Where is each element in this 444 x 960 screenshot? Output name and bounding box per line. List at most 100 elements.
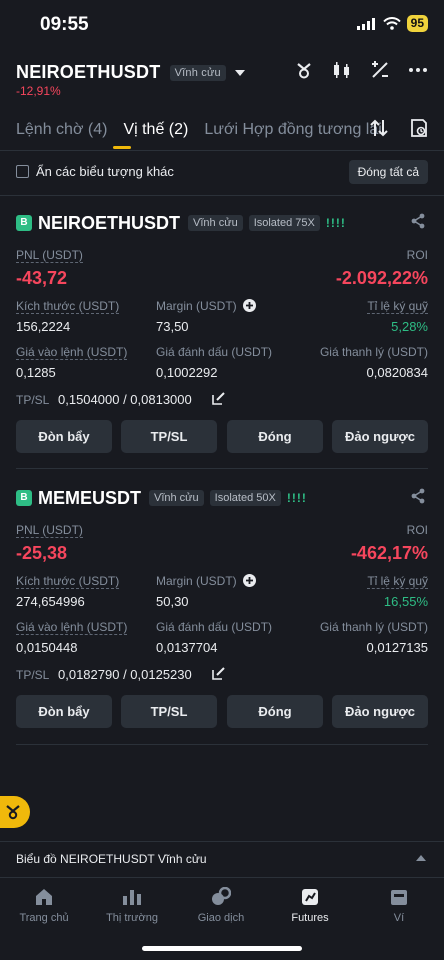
- card-divider: [16, 468, 428, 469]
- adl-indicator: !!!!: [286, 491, 307, 505]
- tpsl-button[interactable]: TP/SL: [121, 695, 217, 728]
- nav-trade-label: Giao dịch: [197, 912, 245, 924]
- add-margin-icon[interactable]: [243, 574, 257, 587]
- mark-price-label: Giá đánh dấu (USDT): [156, 620, 273, 634]
- toolbar-divider: [0, 195, 444, 196]
- caret-up-icon[interactable]: [416, 855, 426, 862]
- mark-price-value: 0,0137704: [156, 640, 218, 655]
- roi-label: ROI: [406, 523, 428, 537]
- margin-mode-badge: Isolated 75X: [248, 215, 320, 231]
- floating-bot-button[interactable]: [0, 796, 30, 828]
- nav-markets[interactable]: Thị trường: [92, 886, 172, 924]
- size-label: Kích thước (USDT): [16, 299, 120, 314]
- contract-tag: Vĩnh cửu: [188, 215, 243, 231]
- nav-wallet[interactable]: Ví: [359, 886, 439, 924]
- wallet-icon: [391, 890, 407, 905]
- trade-icon: [212, 887, 231, 905]
- add-margin-icon[interactable]: [243, 299, 257, 312]
- pnl-value: -43,72: [16, 268, 68, 288]
- position-symbol[interactable]: NEIROETHUSDT: [38, 212, 181, 233]
- header-actions: [294, 60, 428, 80]
- tpsl-label: TP/SL: [16, 393, 50, 407]
- tpsl-button[interactable]: TP/SL: [121, 420, 217, 453]
- margin-mode-badge: Isolated 50X: [209, 490, 281, 506]
- share-icon[interactable]: [410, 488, 426, 504]
- margin-ratio-label: Tỉ lệ ký quỹ: [367, 574, 428, 589]
- active-tab-indicator: [113, 146, 131, 149]
- caret-down-icon: [235, 70, 246, 76]
- chart-bar-divider: [0, 841, 444, 842]
- position-header: B NEIROETHUSDT Vĩnh cửu Isolated 75X !!!…: [16, 211, 428, 235]
- tab-actions: [370, 118, 428, 138]
- tab-positions[interactable]: Vị thế (2): [123, 121, 189, 138]
- share-icon[interactable]: [410, 213, 426, 229]
- home-indicator: [142, 946, 302, 951]
- tab-open-orders[interactable]: Lệnh chờ (4): [16, 121, 108, 138]
- signal-icon: [356, 17, 375, 30]
- hide-other-symbols-toggle[interactable]: Ẩn các biểu tượng khác: [16, 164, 174, 179]
- close-all-button[interactable]: Đóng tất cả: [348, 160, 428, 184]
- edit-icon[interactable]: [212, 392, 225, 405]
- margin-ratio-value: 16,55%: [383, 594, 428, 609]
- margin-label: Margin (USDT): [156, 299, 257, 313]
- hide-checkbox[interactable]: [16, 165, 29, 178]
- percent-calculator-icon[interactable]: [370, 60, 390, 80]
- nav-markets-label: Thị trường: [106, 912, 158, 924]
- bot-icon[interactable]: [294, 60, 314, 80]
- tpsl-value: 0,0182790 / 0,0125230: [58, 667, 192, 682]
- tpsl-value: 0,1504000 / 0,0813000: [58, 392, 192, 407]
- history-icon[interactable]: [410, 118, 428, 138]
- tab-futures-grid[interactable]: Lưới Hợp đồng tương lai: [204, 121, 382, 138]
- liq-price-value: 0,0820834: [366, 365, 428, 380]
- margin-ratio-label: Tỉ lệ ký quỹ: [367, 299, 428, 314]
- position-card: B NEIROETHUSDT Vĩnh cửu Isolated 75X !!!…: [16, 211, 428, 461]
- liq-price-value: 0,0127135: [366, 640, 428, 655]
- nav-futures[interactable]: Futures: [270, 886, 350, 924]
- reverse-button[interactable]: Đảo ngược: [332, 420, 428, 453]
- nav-trade[interactable]: Giao dịch: [181, 886, 261, 924]
- nav-home[interactable]: Trang chủ: [4, 886, 84, 924]
- position-card: B MEMEUSDT Vĩnh cửu Isolated 50X !!!! PN…: [16, 486, 428, 736]
- close-position-button[interactable]: Đóng: [227, 420, 323, 453]
- symbol-title: NEIROETHUSDT: [16, 62, 161, 82]
- markets-icon: [123, 890, 141, 905]
- position-tabs: Lệnh chờ (4) Vị thế (2) Lưới Hợp đồng tư…: [16, 121, 382, 139]
- symbol-selector[interactable]: NEIROETHUSDT Vĩnh cửu: [16, 62, 246, 83]
- liq-price-label: Giá thanh lý (USDT): [319, 620, 428, 634]
- adl-indicator: !!!!: [325, 216, 346, 230]
- margin-ratio-value: 5,28%: [391, 319, 428, 334]
- entry-price-value: 0,1285: [16, 365, 56, 380]
- size-value: 274,654996: [16, 594, 85, 609]
- entry-price-value: 0,0150448: [16, 640, 78, 655]
- margin-value: 50,30: [156, 594, 189, 609]
- reverse-button[interactable]: Đảo ngược: [332, 695, 428, 728]
- futures-icon: [302, 889, 318, 905]
- pnl-label: PNL (USDT): [16, 248, 83, 263]
- candlestick-chart-icon[interactable]: [332, 60, 352, 80]
- nav-home-label: Trang chủ: [19, 912, 69, 924]
- entry-price-label: Giá vào lệnh (USDT): [16, 620, 128, 635]
- pnl-label: PNL (USDT): [16, 523, 83, 538]
- more-icon[interactable]: [408, 60, 428, 80]
- size-label: Kích thước (USDT): [16, 574, 120, 589]
- sort-icon[interactable]: [370, 118, 388, 138]
- liq-price-label: Giá thanh lý (USDT): [319, 345, 428, 359]
- roi-value: -2.092,22%: [335, 268, 428, 288]
- leverage-button[interactable]: Đòn bẩy: [16, 695, 112, 728]
- pnl-value: -25,38: [16, 543, 68, 563]
- mark-price-label: Giá đánh dấu (USDT): [156, 345, 273, 359]
- position-symbol[interactable]: MEMEUSDT: [38, 487, 141, 508]
- battery-indicator: 95: [406, 15, 428, 32]
- side-badge: B: [16, 215, 32, 231]
- margin-label: Margin (USDT): [156, 574, 257, 588]
- close-position-button[interactable]: Đóng: [227, 695, 323, 728]
- contract-tag: Vĩnh cửu: [149, 490, 204, 506]
- side-badge: B: [16, 490, 32, 506]
- position-header: B MEMEUSDT Vĩnh cửu Isolated 50X !!!!: [16, 486, 428, 510]
- tabs-divider: [0, 150, 444, 151]
- chart-bar-label[interactable]: Biểu đồ NEIROETHUSDT Vĩnh cửu: [16, 852, 207, 866]
- tpsl-label: TP/SL: [16, 668, 50, 682]
- edit-icon[interactable]: [212, 667, 225, 680]
- card-divider: [16, 744, 428, 745]
- leverage-button[interactable]: Đòn bẩy: [16, 420, 112, 453]
